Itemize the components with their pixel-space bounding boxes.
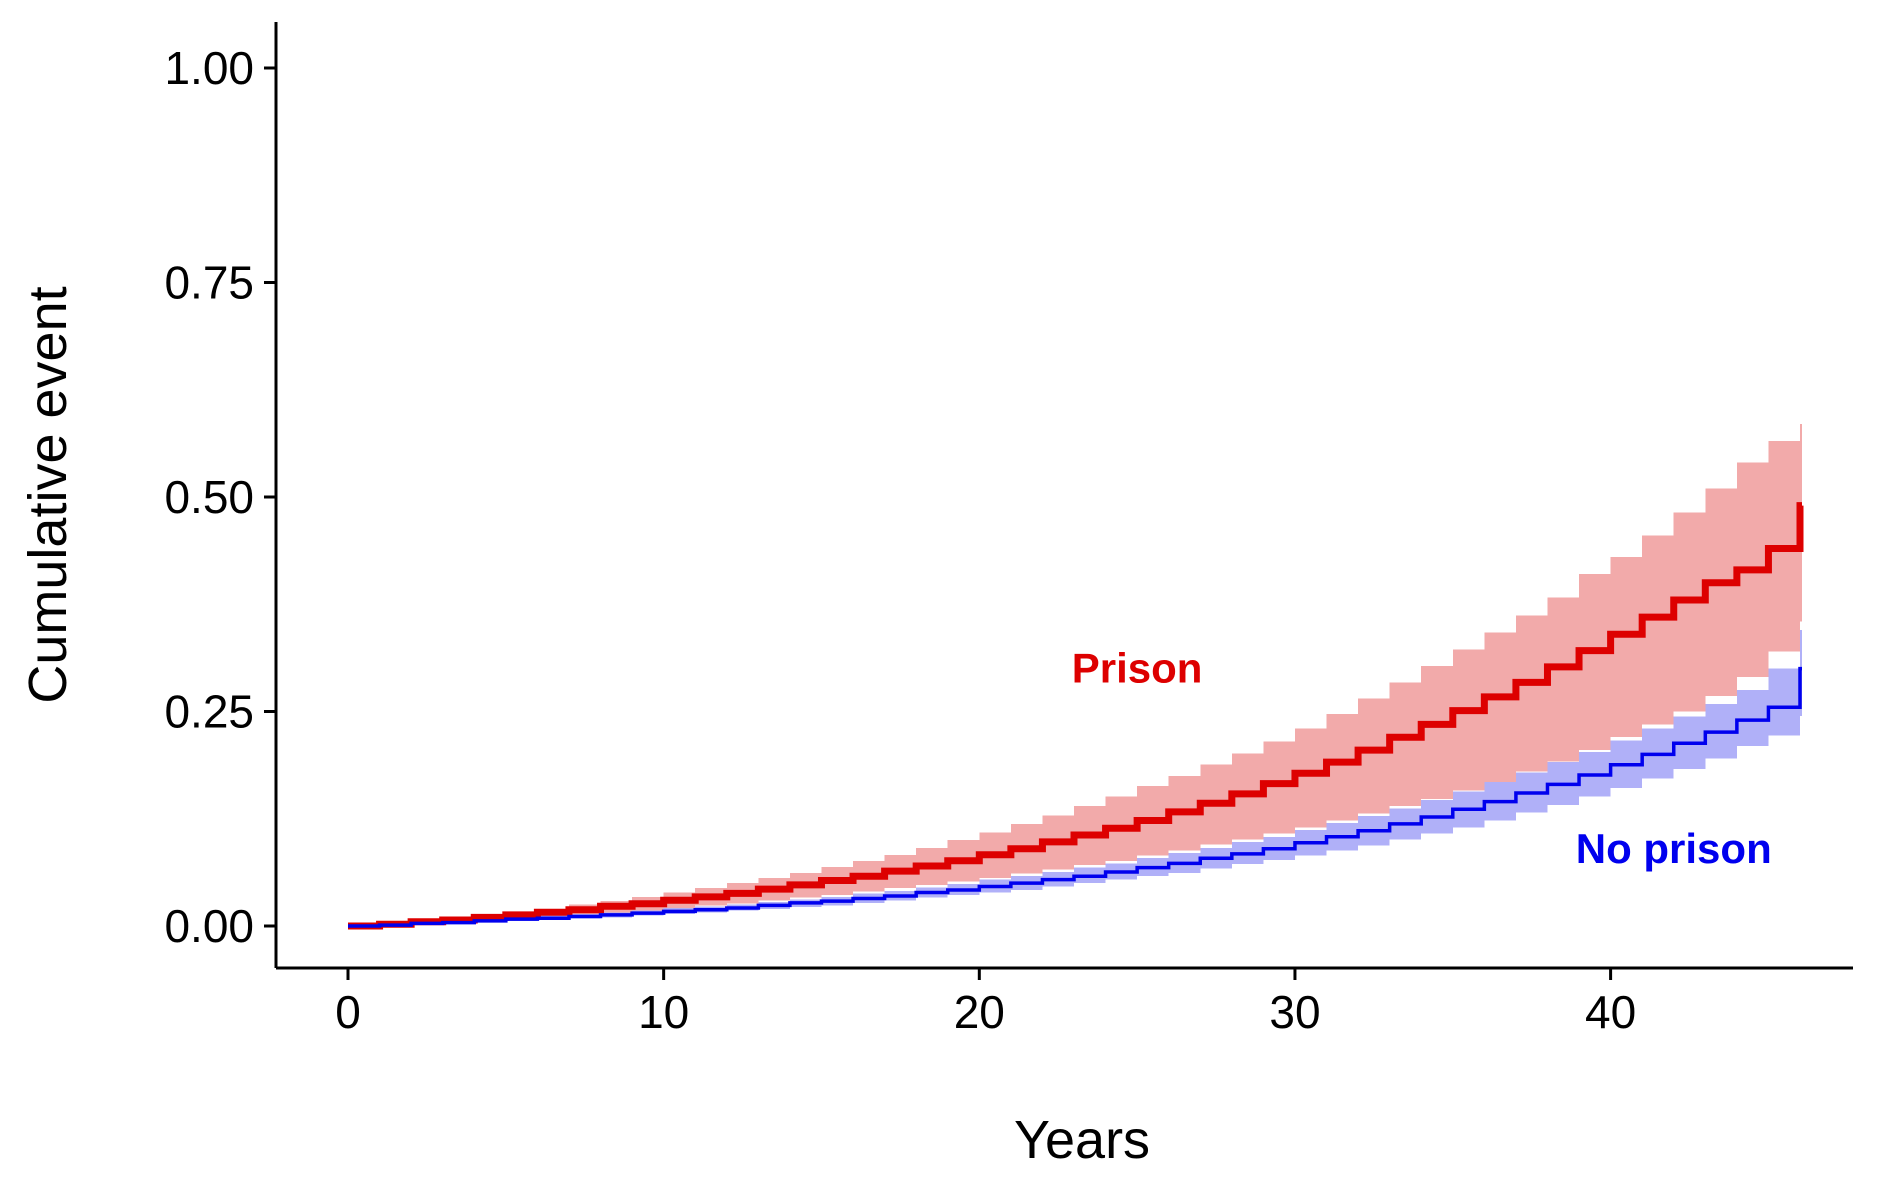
band-step-prison	[1484, 632, 1516, 782]
y-axis-ticks: 0.00 0.25 0.50 0.75 1.00	[164, 42, 276, 952]
band-step-prison	[1579, 574, 1611, 751]
band-step-prison	[1358, 698, 1390, 814]
band-step-prison	[1452, 649, 1485, 791]
y-tick-label: 0.25	[164, 686, 254, 738]
x-tick-label: 20	[954, 986, 1005, 1038]
y-tick-label: 1.00	[164, 42, 254, 94]
band-step-prison	[1389, 682, 1422, 806]
series-line-prison	[348, 502, 1804, 930]
band-step-prison	[1673, 512, 1706, 712]
series-lines	[348, 502, 1804, 930]
band-step-prison	[1610, 557, 1643, 738]
x-tick-label: 40	[1585, 986, 1636, 1038]
series-label-no-prison: No prison	[1576, 825, 1772, 872]
band-step-prison	[1705, 488, 1737, 697]
band-step-prison	[1547, 597, 1580, 762]
band-step-prison	[1515, 615, 1548, 772]
x-tick-label: 30	[1269, 986, 1320, 1038]
y-axis: 0.00 0.25 0.50 0.75 1.00	[164, 22, 278, 968]
y-axis-title: Cumulative event	[18, 286, 78, 703]
band-step-no-prison	[1768, 668, 1800, 736]
band-step-prison	[1642, 535, 1674, 725]
series-label-prison: Prison	[1072, 645, 1203, 692]
series-line-no-prison	[348, 666, 1802, 928]
x-tick-label: 10	[638, 986, 689, 1038]
y-tick-label: 0.50	[164, 471, 254, 523]
x-axis-title: Years	[1014, 1110, 1150, 1170]
band-step-no-prison	[1736, 690, 1769, 746]
x-axis-ticks: 0 10 20 30 40	[335, 968, 1636, 1038]
x-axis: 0 10 20 30 40	[276, 966, 1853, 1038]
band-step-prison	[1294, 728, 1327, 828]
y-tick-label: 0.75	[164, 257, 254, 309]
x-tick-label: 0	[335, 986, 361, 1038]
band-step-prison	[1326, 714, 1359, 821]
band-step-prison	[1263, 741, 1295, 834]
y-tick-label: 0.00	[164, 900, 254, 952]
band-step-prison	[1421, 666, 1453, 800]
